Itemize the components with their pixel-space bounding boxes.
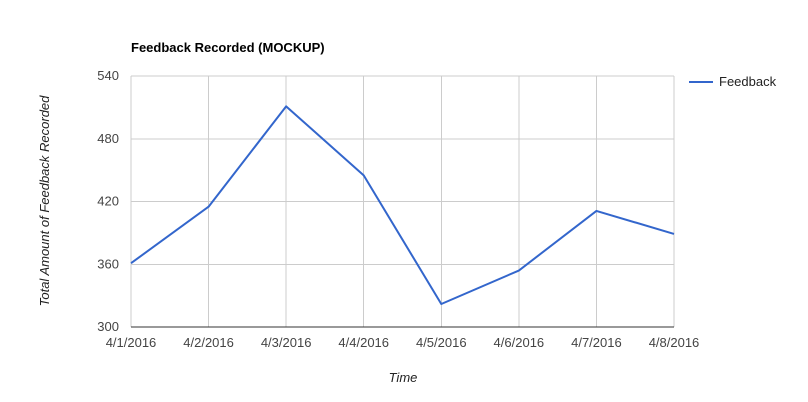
series-layer <box>128 103 677 307</box>
y-tick-label: 540 <box>97 68 119 83</box>
x-tick-label: 4/6/2016 <box>494 335 545 350</box>
x-tick-label: 4/4/2016 <box>338 335 389 350</box>
data-point[interactable] <box>128 260 134 266</box>
x-tick-label: 4/5/2016 <box>416 335 467 350</box>
data-point[interactable] <box>283 103 289 109</box>
y-tick-label: 360 <box>97 256 119 271</box>
data-point[interactable] <box>438 301 444 307</box>
chart-title: Feedback Recorded (MOCKUP) <box>131 40 325 55</box>
y-tick-label: 300 <box>97 319 119 334</box>
data-point[interactable] <box>593 208 599 214</box>
data-point[interactable] <box>206 204 212 210</box>
x-tick-label: 4/8/2016 <box>649 335 700 350</box>
y-tick-label: 480 <box>97 131 119 146</box>
data-point[interactable] <box>361 172 367 178</box>
x-axis-title: Time <box>389 370 418 385</box>
tick-label-layer: 300 360 420 480 540 4/1/2016 4/2/2016 4/3/2016 4… <box>97 68 699 350</box>
x-tick-label: 4/1/2016 <box>106 335 157 350</box>
grid-layer <box>130 75 675 327</box>
y-tick-label: 420 <box>97 194 119 209</box>
x-tick-label: 4/7/2016 <box>571 335 622 350</box>
legend-label-feedback: Feedback <box>719 74 777 89</box>
x-tick-label: 4/3/2016 <box>261 335 312 350</box>
legend[interactable]: Feedback <box>689 74 777 89</box>
data-point[interactable] <box>516 268 522 274</box>
series-line-feedback[interactable] <box>130 105 675 305</box>
data-point[interactable] <box>671 231 677 237</box>
x-tick-label: 4/2/2016 <box>183 335 234 350</box>
y-axis-title: Total Amount of Feedback Recorded <box>37 95 52 307</box>
